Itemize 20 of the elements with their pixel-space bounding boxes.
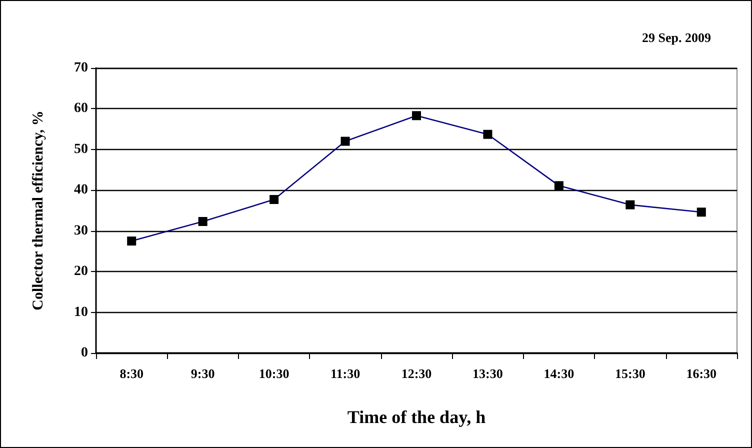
y-tick-label: 60: [74, 101, 88, 116]
y-tick-label: 30: [74, 223, 88, 238]
x-tick-label: 16:30: [686, 366, 717, 381]
x-tick-label: 8:30: [120, 366, 144, 381]
x-tick-label: 9:30: [190, 366, 215, 381]
y-tick-label: 20: [74, 264, 88, 280]
y-axis-title: Collector thermal efficiency, %: [30, 110, 46, 310]
x-tick-label: 15:30: [614, 366, 646, 381]
y-tick-label: 50: [74, 142, 88, 157]
x-tick-label: 14:30: [544, 366, 574, 381]
x-tick-label: 12:30: [401, 366, 432, 381]
y-tick-label: 70: [74, 60, 88, 76]
x-tick-label: 10:30: [258, 366, 290, 381]
y-tick-label: 40: [74, 182, 88, 198]
y-tick-label: 10: [74, 304, 88, 320]
x-axis-title: Time of the day, h: [347, 407, 486, 427]
x-tick-label: 11:30: [330, 366, 360, 381]
x-tick-label: 13:30: [472, 366, 503, 381]
text: 29 Sep. 2009: [642, 30, 712, 45]
y-tick-label: 0: [81, 346, 88, 360]
